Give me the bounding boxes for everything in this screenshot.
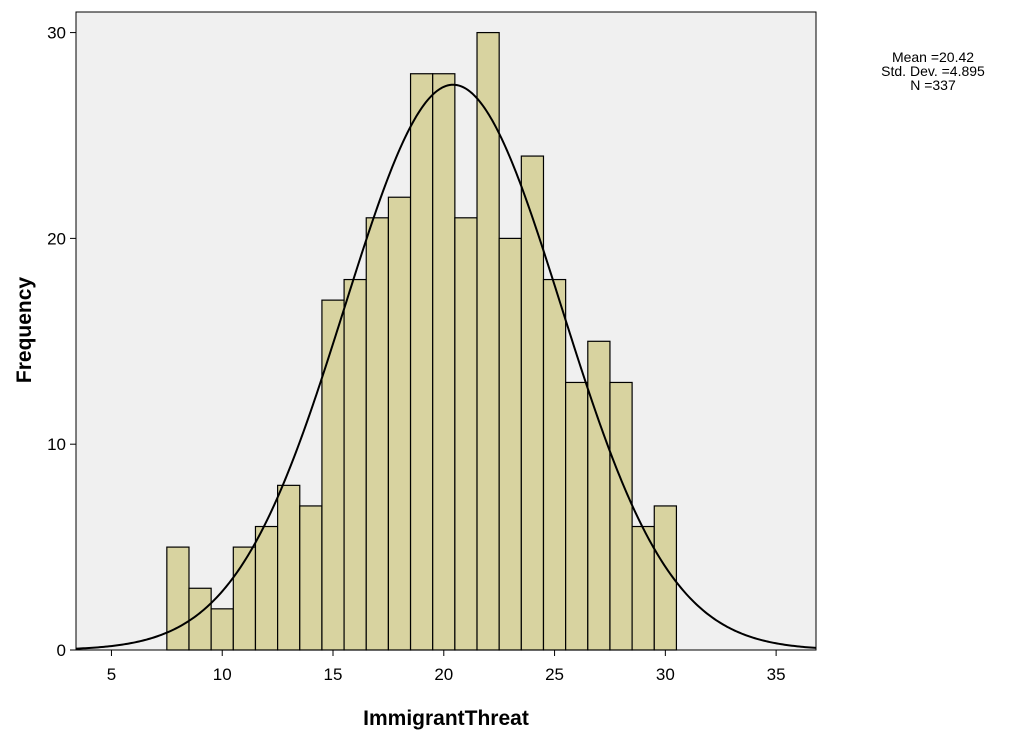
histogram-bar [365,217,389,651]
x-tick-label: 10 [213,665,232,684]
x-tick-label: 15 [324,665,343,684]
histogram-bar [498,237,522,651]
x-tick-label: 5 [107,665,116,684]
n-stat: N =337 [910,77,956,93]
x-tick-label: 30 [656,665,675,684]
plot-frame [75,11,817,651]
y-tick-label: 10 [47,435,66,454]
histogram-bar [166,546,190,651]
std-dev-stat: Std. Dev. =4.895 [881,63,985,79]
histogram-bar [565,381,589,651]
histogram-bar [277,484,301,651]
histogram-bar [587,340,611,651]
x-tick-label: 35 [767,665,786,684]
mean-stat: Mean =20.42 [891,49,975,65]
histogram-bar [343,278,367,651]
x-axis-ticks: 5 10 15 20 25 30 35 [107,650,786,684]
normal-curve [75,83,817,650]
x-tick-label: 20 [434,665,453,684]
histogram-bar [254,525,279,651]
x-axis-label: ImmigrantThreat [363,707,529,730]
histogram-bar [387,196,412,651]
histogram-bar [321,299,345,651]
y-tick-label: 30 [47,24,66,43]
y-axis-label: Frequency [13,277,36,384]
histogram-bar [432,73,456,651]
histogram-bar [210,608,234,651]
x-tick-label: 25 [545,665,564,684]
histogram-bar [542,278,567,651]
histogram-bar [520,155,545,651]
histogram-bar [409,73,434,651]
histogram-bar [609,381,633,651]
y-tick-label: 0 [57,641,66,660]
histogram-bar [299,505,323,651]
y-tick-label: 20 [47,229,66,248]
histogram-bar [631,525,655,651]
histogram-bar [454,217,478,651]
statistics-box: Mean =20.42 Std. Dev. =4.895 N =337 [858,50,1008,92]
y-axis-ticks: 0 10 20 30 [47,24,76,660]
